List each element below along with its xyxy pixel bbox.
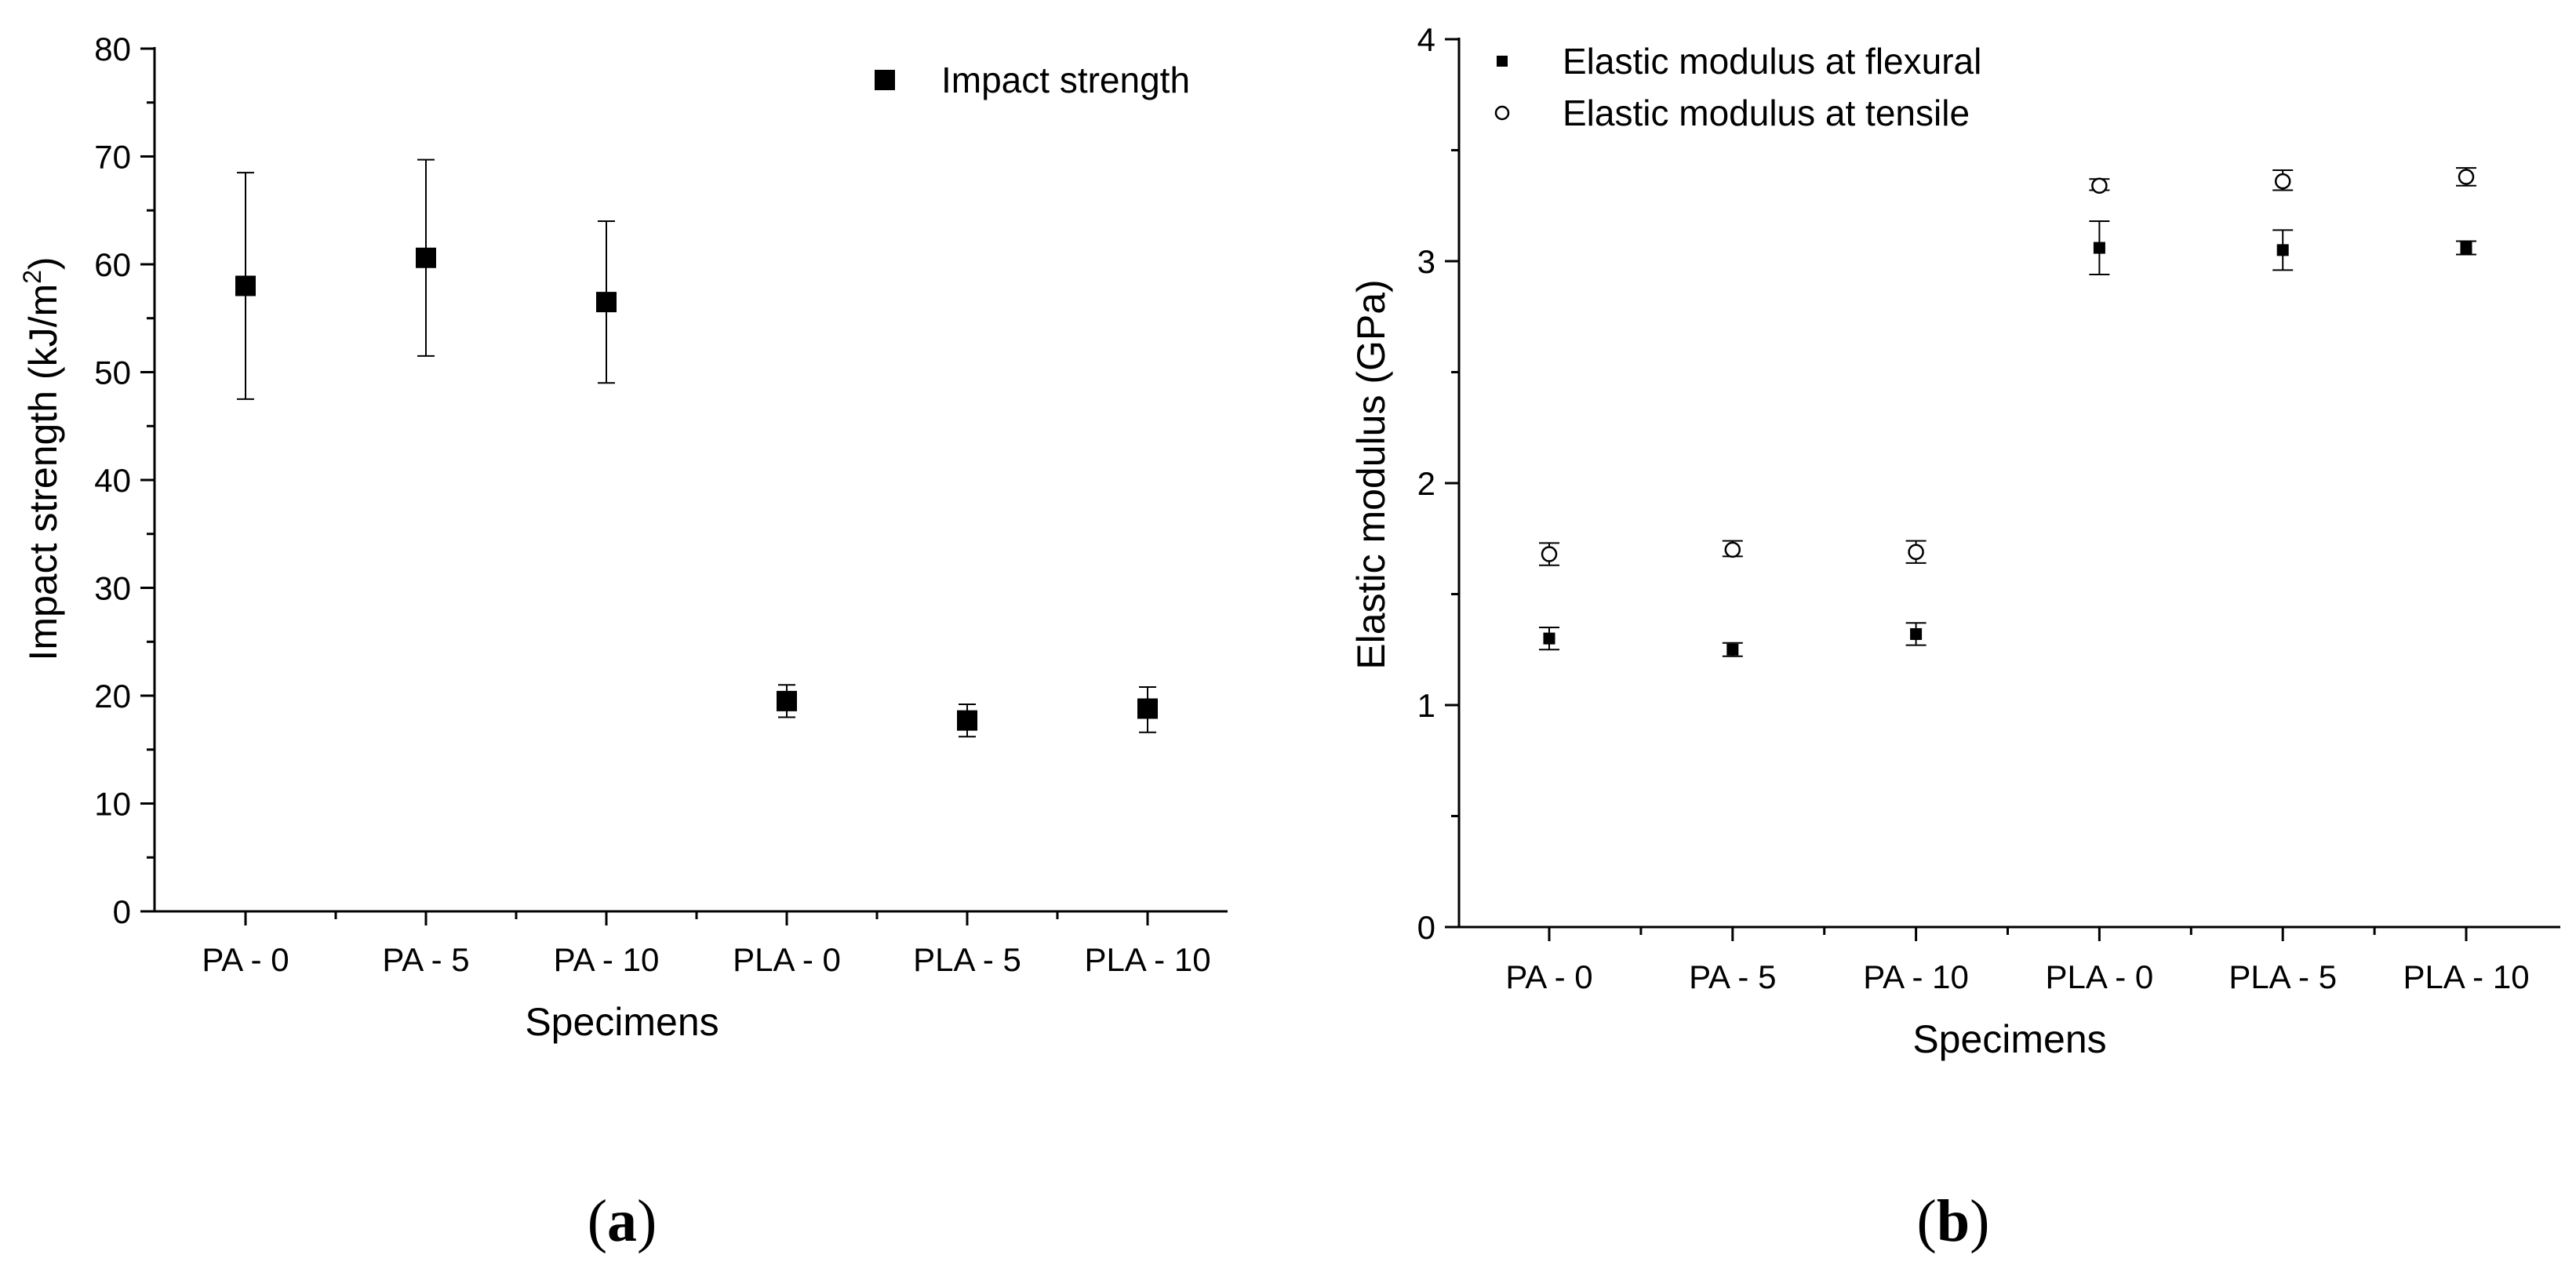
data-point-square [2093,242,2105,254]
data-point-square [777,690,797,711]
data-point-circle [2274,173,2291,190]
data-point-circle [1541,546,1558,562]
y-tick-label: 40 [94,462,131,499]
data-marks [1539,167,2476,657]
x-tick-label: PA - 5 [1689,958,1776,995]
data-point-square [1910,627,1923,640]
panel-caption-b-letter: b [1937,1188,1970,1254]
data-point-square [1137,698,1158,719]
legend-label: Impact strength [941,60,1190,100]
data-point-square [1543,632,1555,645]
y-tick-label: 0 [1417,909,1435,946]
x-tick-label: PLA - 5 [2229,958,2337,995]
x-tick-label: PA - 5 [382,941,469,978]
legend-marker-circle [1494,105,1510,121]
y-axis-label-sup: 2 [18,270,46,284]
x-axis-label: Specimens [525,1000,719,1044]
data-point-square [2276,244,2289,256]
data-point-square [957,710,977,731]
y-tick-label: 70 [94,139,131,176]
data-point-square [1726,643,1739,656]
y-tick-label: 0 [113,893,131,930]
chart-panel-a: 0 10 20 30 40 50 60 70 80 PA - 0 PA - 5 PA - 10 PLA … [18,31,1228,1254]
data-point-circle [2091,177,2108,195]
x-tick-label: PLA - 5 [913,941,1021,978]
y-tick-label: 50 [94,355,131,391]
x-axis-label: Specimens [1912,1017,2106,1061]
data-point-square [235,275,256,296]
x-tick-label: PLA - 0 [733,941,841,978]
legend-marker-square [1497,56,1508,67]
x-tick-label: PA - 0 [1505,958,1592,995]
legend-marker-square [875,70,895,90]
axis-ticks: 0 1 2 3 4 PA - 0 PA - 5 PA - 10 PLA - 0 PLA - 5 PL… [1417,21,2530,995]
y-axis-label: Impact strength (kJ/m2) [18,256,65,660]
y-tick-label: 10 [94,786,131,823]
y-axis-label-main: Impact strength (kJ/m [21,284,65,661]
y-tick-label: 2 [1417,465,1435,502]
y-tick-label: 30 [94,570,131,607]
panel-caption-a: (a) [588,1188,657,1254]
data-point-circle [1908,544,1924,560]
y-tick-label: 1 [1417,687,1435,724]
x-tick-label: PLA - 0 [2046,958,2154,995]
data-point-circle [1724,541,1741,558]
y-tick-label: 20 [94,678,131,714]
x-tick-label: PA - 0 [202,941,289,978]
legend: Elastic modulus at flexural Elastic modul… [1494,41,1981,133]
data-marks [235,158,1158,738]
y-tick-label: 80 [94,31,131,67]
y-axis-label: Elastic modulus (GPa) [1349,279,1393,669]
x-tick-label: PLA - 10 [2403,958,2529,995]
chart-panel-b: 0 1 2 3 4 PA - 0 PA - 5 PA - 10 PLA - 0 PLA - 5 PL… [1349,21,2560,1254]
y-tick-label: 60 [94,246,131,283]
panel-caption-a-letter: a [607,1188,637,1254]
panel-caption-b: (b) [1917,1188,1990,1254]
legend-label: Elastic modulus at tensile [1563,93,1970,133]
axis-ticks: 0 10 20 30 40 50 60 70 80 PA - 0 PA - 5 PA - 10 PLA … [94,31,1210,978]
x-tick-label: PA - 10 [1863,958,1969,995]
x-tick-label: PLA - 10 [1084,941,1210,978]
legend-label: Elastic modulus at flexural [1563,41,1981,82]
data-point-square [416,247,436,268]
data-point-circle [2458,169,2475,185]
data-point-square [2460,242,2472,254]
legend: Impact strength [875,60,1190,100]
y-tick-label: 3 [1417,243,1435,280]
y-axis-label-end: ) [21,256,65,270]
y-tick-label: 4 [1417,21,1435,58]
x-tick-label: PA - 10 [554,941,660,978]
data-point-square [596,292,617,313]
